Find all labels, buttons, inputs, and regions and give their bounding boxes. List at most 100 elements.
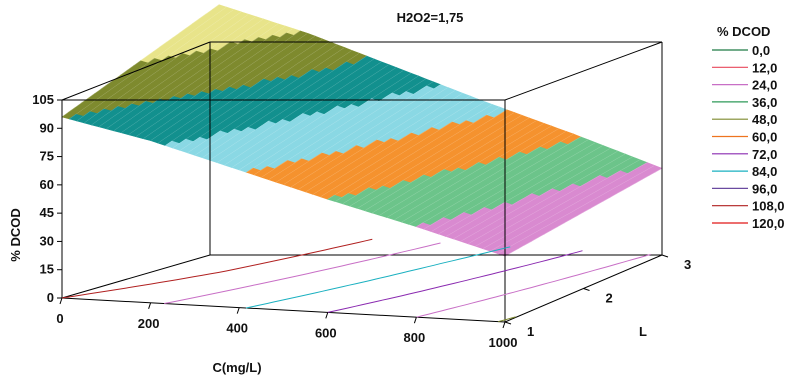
surface-mesh-line bbox=[150, 33, 308, 141]
surface-mesh-line bbox=[143, 30, 301, 139]
surface-mesh-line bbox=[135, 28, 293, 137]
box-edge bbox=[61, 41, 211, 101]
y-tick-label: 1 bbox=[527, 324, 534, 339]
z-tick-label: 105 bbox=[32, 92, 54, 107]
surface-mesh-line bbox=[106, 18, 264, 130]
surface-mesh-line bbox=[401, 128, 559, 223]
x-tick-label: 800 bbox=[404, 330, 426, 345]
surface-mesh-line bbox=[497, 165, 655, 254]
surface-mesh-line bbox=[467, 153, 626, 245]
legend-label: 0,0 bbox=[752, 43, 770, 58]
surface-mesh-line bbox=[335, 104, 493, 202]
x-tick-label: 200 bbox=[138, 316, 160, 331]
surface-mesh-line bbox=[453, 148, 611, 240]
z-tick-label: 75 bbox=[40, 149, 54, 164]
x-axis-ticks: 0 200 400 600 800 1000 bbox=[56, 297, 517, 350]
surface bbox=[61, 4, 663, 257]
surface-mesh-line bbox=[76, 9, 234, 122]
surface-mesh-line bbox=[490, 162, 648, 252]
box-edge bbox=[504, 41, 663, 101]
surface-mesh-line bbox=[113, 21, 271, 132]
surface-mesh-line bbox=[504, 168, 663, 257]
surface-mesh-line bbox=[290, 87, 449, 188]
y-axis-label: L bbox=[639, 324, 647, 339]
surface-mesh-line bbox=[91, 13, 249, 126]
z-tick-label: 45 bbox=[40, 205, 54, 220]
legend-label: 108,0 bbox=[752, 199, 785, 214]
contour-line bbox=[327, 250, 583, 313]
surface-mesh-line bbox=[172, 41, 330, 149]
x-tick bbox=[59, 297, 63, 305]
surface-mesh-line bbox=[261, 75, 419, 178]
surface-mesh-line bbox=[342, 106, 500, 205]
x-axis-label: C(mg/L) bbox=[212, 360, 261, 375]
surface-mesh-line bbox=[386, 123, 545, 218]
surface-mesh-line bbox=[482, 159, 640, 249]
surface-mesh-line bbox=[239, 67, 397, 171]
surface-mesh-line bbox=[216, 58, 375, 163]
contour-line bbox=[164, 242, 441, 304]
legend-label: 36,0 bbox=[752, 95, 777, 110]
surface-mesh-line bbox=[98, 16, 257, 128]
x-tick bbox=[148, 302, 152, 309]
floor-contours bbox=[61, 238, 651, 323]
y-tick-label: 3 bbox=[684, 257, 691, 272]
legend: % DCOD 0,0 12,0 24,0 36,0 48,0 60,0 72,0 84,0 96… bbox=[712, 24, 785, 231]
z-tick-label: 0 bbox=[47, 290, 54, 305]
contour-line bbox=[61, 238, 373, 299]
surface-mesh-line bbox=[268, 78, 426, 180]
surface-mesh-line bbox=[349, 109, 508, 207]
x-tick bbox=[236, 307, 240, 314]
box-edge bbox=[61, 254, 211, 299]
surface-mesh-line bbox=[253, 72, 412, 176]
surface-mesh-line bbox=[202, 52, 360, 158]
plot-box bbox=[61, 41, 663, 323]
surface-mesh-line bbox=[475, 156, 633, 247]
z-axis-label: % DCOD bbox=[8, 208, 23, 261]
surface-mesh-line bbox=[246, 70, 404, 173]
legend-title: % DCOD bbox=[717, 24, 770, 39]
surface-mesh-line bbox=[408, 131, 567, 225]
y-tick bbox=[504, 321, 512, 325]
surface-mesh-line bbox=[445, 145, 604, 237]
surface-mesh-line bbox=[438, 142, 596, 235]
surface-mesh-line bbox=[224, 61, 382, 166]
surface-mesh-line bbox=[394, 125, 552, 221]
y-tick bbox=[583, 288, 590, 291]
surface-mesh-line bbox=[423, 136, 581, 230]
surface-mesh-line bbox=[194, 50, 353, 156]
contour-line bbox=[498, 316, 516, 323]
surface-mesh-line bbox=[209, 55, 367, 161]
legend-label: 84,0 bbox=[752, 164, 777, 179]
z-axis-ticks: 0 15 30 45 60 75 90 105 bbox=[32, 92, 62, 305]
surface-mesh-line bbox=[416, 133, 574, 227]
surface-mesh-line bbox=[157, 35, 316, 144]
x-axis-line bbox=[61, 297, 506, 323]
surface-mesh-line bbox=[61, 4, 220, 118]
chart-title: H2O2=1,75 bbox=[397, 10, 464, 25]
x-tick bbox=[502, 321, 506, 329]
y-axis-ticks: 1 2 3 bbox=[504, 254, 691, 339]
z-tick-label: 30 bbox=[40, 233, 54, 248]
surface-mesh-line bbox=[179, 44, 338, 151]
y-tick bbox=[661, 254, 669, 258]
surface-mesh-line bbox=[298, 90, 456, 190]
surface-mesh-line bbox=[357, 112, 515, 209]
surface-mesh-line bbox=[327, 101, 485, 200]
surface-mesh-line bbox=[379, 120, 537, 216]
x-tick bbox=[325, 312, 329, 319]
surface-mesh-line bbox=[364, 114, 522, 211]
contour-line bbox=[245, 246, 511, 309]
surface-mesh-line bbox=[275, 81, 434, 183]
legend-label: 12,0 bbox=[752, 60, 777, 75]
surface-mesh-line bbox=[371, 117, 530, 214]
legend-label: 60,0 bbox=[752, 130, 777, 145]
surface-mesh-line bbox=[165, 38, 323, 146]
surface-mesh-line bbox=[431, 139, 589, 232]
z-tick-label: 60 bbox=[40, 177, 54, 192]
z-tick-label: 15 bbox=[40, 262, 54, 277]
surface-mesh-line bbox=[231, 64, 389, 168]
legend-label: 48,0 bbox=[752, 112, 777, 127]
legend-label: 24,0 bbox=[752, 78, 777, 93]
